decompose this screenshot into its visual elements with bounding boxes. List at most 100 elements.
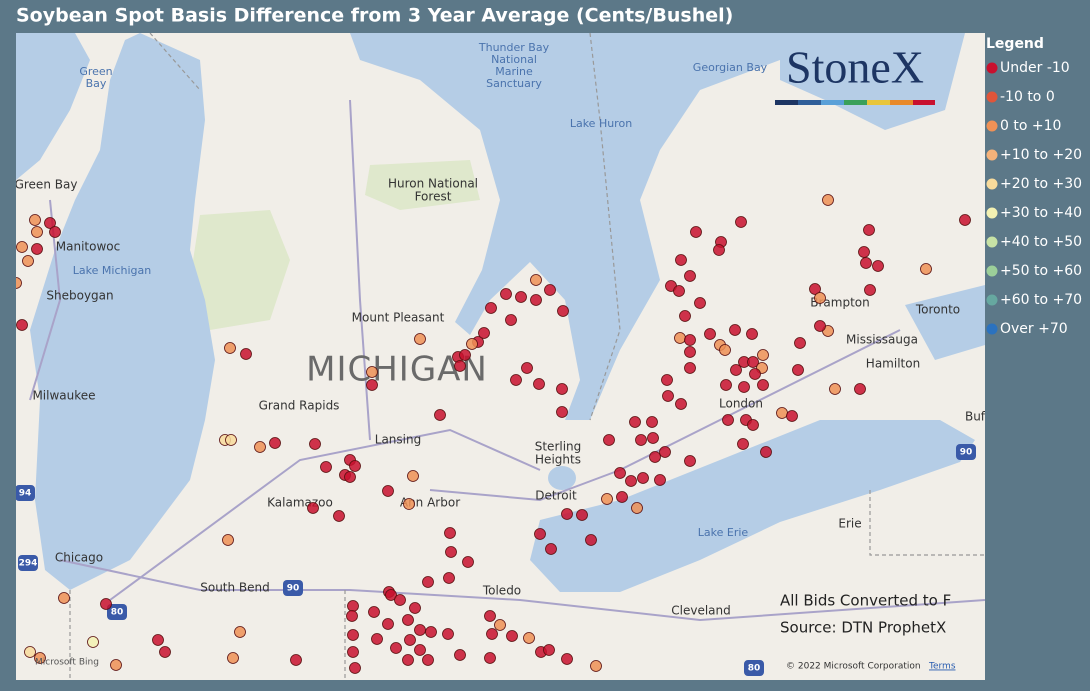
bid-location[interactable] <box>760 446 772 458</box>
bid-location[interactable] <box>368 606 380 618</box>
bid-location[interactable] <box>484 652 496 664</box>
bid-location[interactable] <box>49 226 61 238</box>
bid-location[interactable] <box>404 634 416 646</box>
bid-location[interactable] <box>523 632 535 644</box>
bid-location[interactable] <box>394 594 406 606</box>
bid-location[interactable] <box>44 217 56 229</box>
bid-location[interactable] <box>747 356 759 368</box>
legend-label[interactable]: +30 to +40 <box>1000 205 1082 221</box>
bid-location[interactable] <box>505 314 517 326</box>
bid-location[interactable] <box>722 414 734 426</box>
bid-location[interactable] <box>646 416 658 428</box>
bid-location[interactable] <box>462 556 474 568</box>
bid-location[interactable] <box>349 460 361 472</box>
bid-location[interactable] <box>403 498 415 510</box>
bid-location[interactable] <box>534 528 546 540</box>
bid-location[interactable] <box>371 633 383 645</box>
bid-location[interactable] <box>402 654 414 666</box>
bid-location[interactable] <box>234 626 246 638</box>
bid-location[interactable] <box>920 263 932 275</box>
bid-location[interactable] <box>737 438 749 450</box>
bid-location[interactable] <box>385 589 397 601</box>
bid-location[interactable] <box>637 472 649 484</box>
bid-location[interactable] <box>647 432 659 444</box>
bid-location[interactable] <box>478 327 490 339</box>
bid-location[interactable] <box>662 390 674 402</box>
bid-location[interactable] <box>864 284 876 296</box>
bid-location[interactable] <box>510 374 522 386</box>
bid-location[interactable] <box>346 610 358 622</box>
bid-location[interactable] <box>746 328 758 340</box>
bid-location[interactable] <box>506 630 518 642</box>
bid-location[interactable] <box>459 349 471 361</box>
bid-location[interactable] <box>269 437 281 449</box>
bid-location[interactable] <box>58 592 70 604</box>
bid-location[interactable] <box>747 419 759 431</box>
bid-location[interactable] <box>809 283 821 295</box>
bid-location[interactable] <box>100 598 112 610</box>
bid-location[interactable] <box>110 659 122 671</box>
bid-location[interactable] <box>631 502 643 514</box>
bid-location[interactable] <box>225 434 237 446</box>
bid-location[interactable] <box>409 602 421 614</box>
bid-location[interactable] <box>454 360 466 372</box>
bid-location[interactable] <box>757 349 769 361</box>
bid-location[interactable] <box>34 652 46 664</box>
bid-location[interactable] <box>227 652 239 664</box>
bid-location[interactable] <box>382 485 394 497</box>
bid-location[interactable] <box>443 572 455 584</box>
bid-location[interactable] <box>333 510 345 522</box>
legend-label[interactable]: +10 to +20 <box>1000 147 1082 163</box>
bid-location[interactable] <box>545 543 557 555</box>
bid-location[interactable] <box>485 302 497 314</box>
bid-location[interactable] <box>152 634 164 646</box>
bid-location[interactable] <box>484 610 496 622</box>
bid-location[interactable] <box>704 328 716 340</box>
bid-location[interactable] <box>366 366 378 378</box>
legend-label[interactable]: Over +70 <box>1000 321 1068 337</box>
bid-location[interactable] <box>309 438 321 450</box>
bid-location[interactable] <box>674 332 686 344</box>
bid-location[interactable] <box>500 288 512 300</box>
bid-location[interactable] <box>366 379 378 391</box>
bid-location[interactable] <box>661 374 673 386</box>
bid-location[interactable] <box>679 310 691 322</box>
bid-location[interactable] <box>442 628 454 640</box>
bid-location[interactable] <box>614 467 626 479</box>
bid-location[interactable] <box>603 434 615 446</box>
bid-location[interactable] <box>11 277 22 289</box>
bid-location[interactable] <box>434 409 446 421</box>
bid-location[interactable] <box>422 654 434 666</box>
bid-location[interactable] <box>729 324 741 336</box>
bid-location[interactable] <box>543 644 555 656</box>
bid-location[interactable] <box>31 226 43 238</box>
bid-location[interactable] <box>556 406 568 418</box>
bid-location[interactable] <box>24 646 36 658</box>
bid-location[interactable] <box>675 254 687 266</box>
bid-location[interactable] <box>414 624 426 636</box>
bid-location[interactable] <box>486 628 498 640</box>
terms-link[interactable]: Terms <box>928 662 956 672</box>
bid-location[interactable] <box>444 527 456 539</box>
bid-location[interactable] <box>414 333 426 345</box>
bid-location[interactable] <box>792 364 804 376</box>
bid-location[interactable] <box>585 534 597 546</box>
bid-location[interactable] <box>649 451 661 463</box>
bid-location[interactable] <box>872 260 884 272</box>
bid-location[interactable] <box>735 216 747 228</box>
bid-location[interactable] <box>347 629 359 641</box>
bid-location[interactable] <box>222 534 234 546</box>
bid-location[interactable] <box>959 214 971 226</box>
bid-location[interactable] <box>390 642 402 654</box>
bid-location[interactable] <box>349 662 361 674</box>
legend-label[interactable]: Under -10 <box>1000 60 1070 76</box>
bid-location[interactable] <box>530 274 542 286</box>
bid-location[interactable] <box>16 319 28 331</box>
bid-location[interactable] <box>684 362 696 374</box>
bid-location[interactable] <box>533 378 545 390</box>
bid-location[interactable] <box>616 491 628 503</box>
bid-location[interactable] <box>749 368 761 380</box>
bid-location[interactable] <box>382 618 394 630</box>
legend-label[interactable]: +40 to +50 <box>1000 234 1082 250</box>
